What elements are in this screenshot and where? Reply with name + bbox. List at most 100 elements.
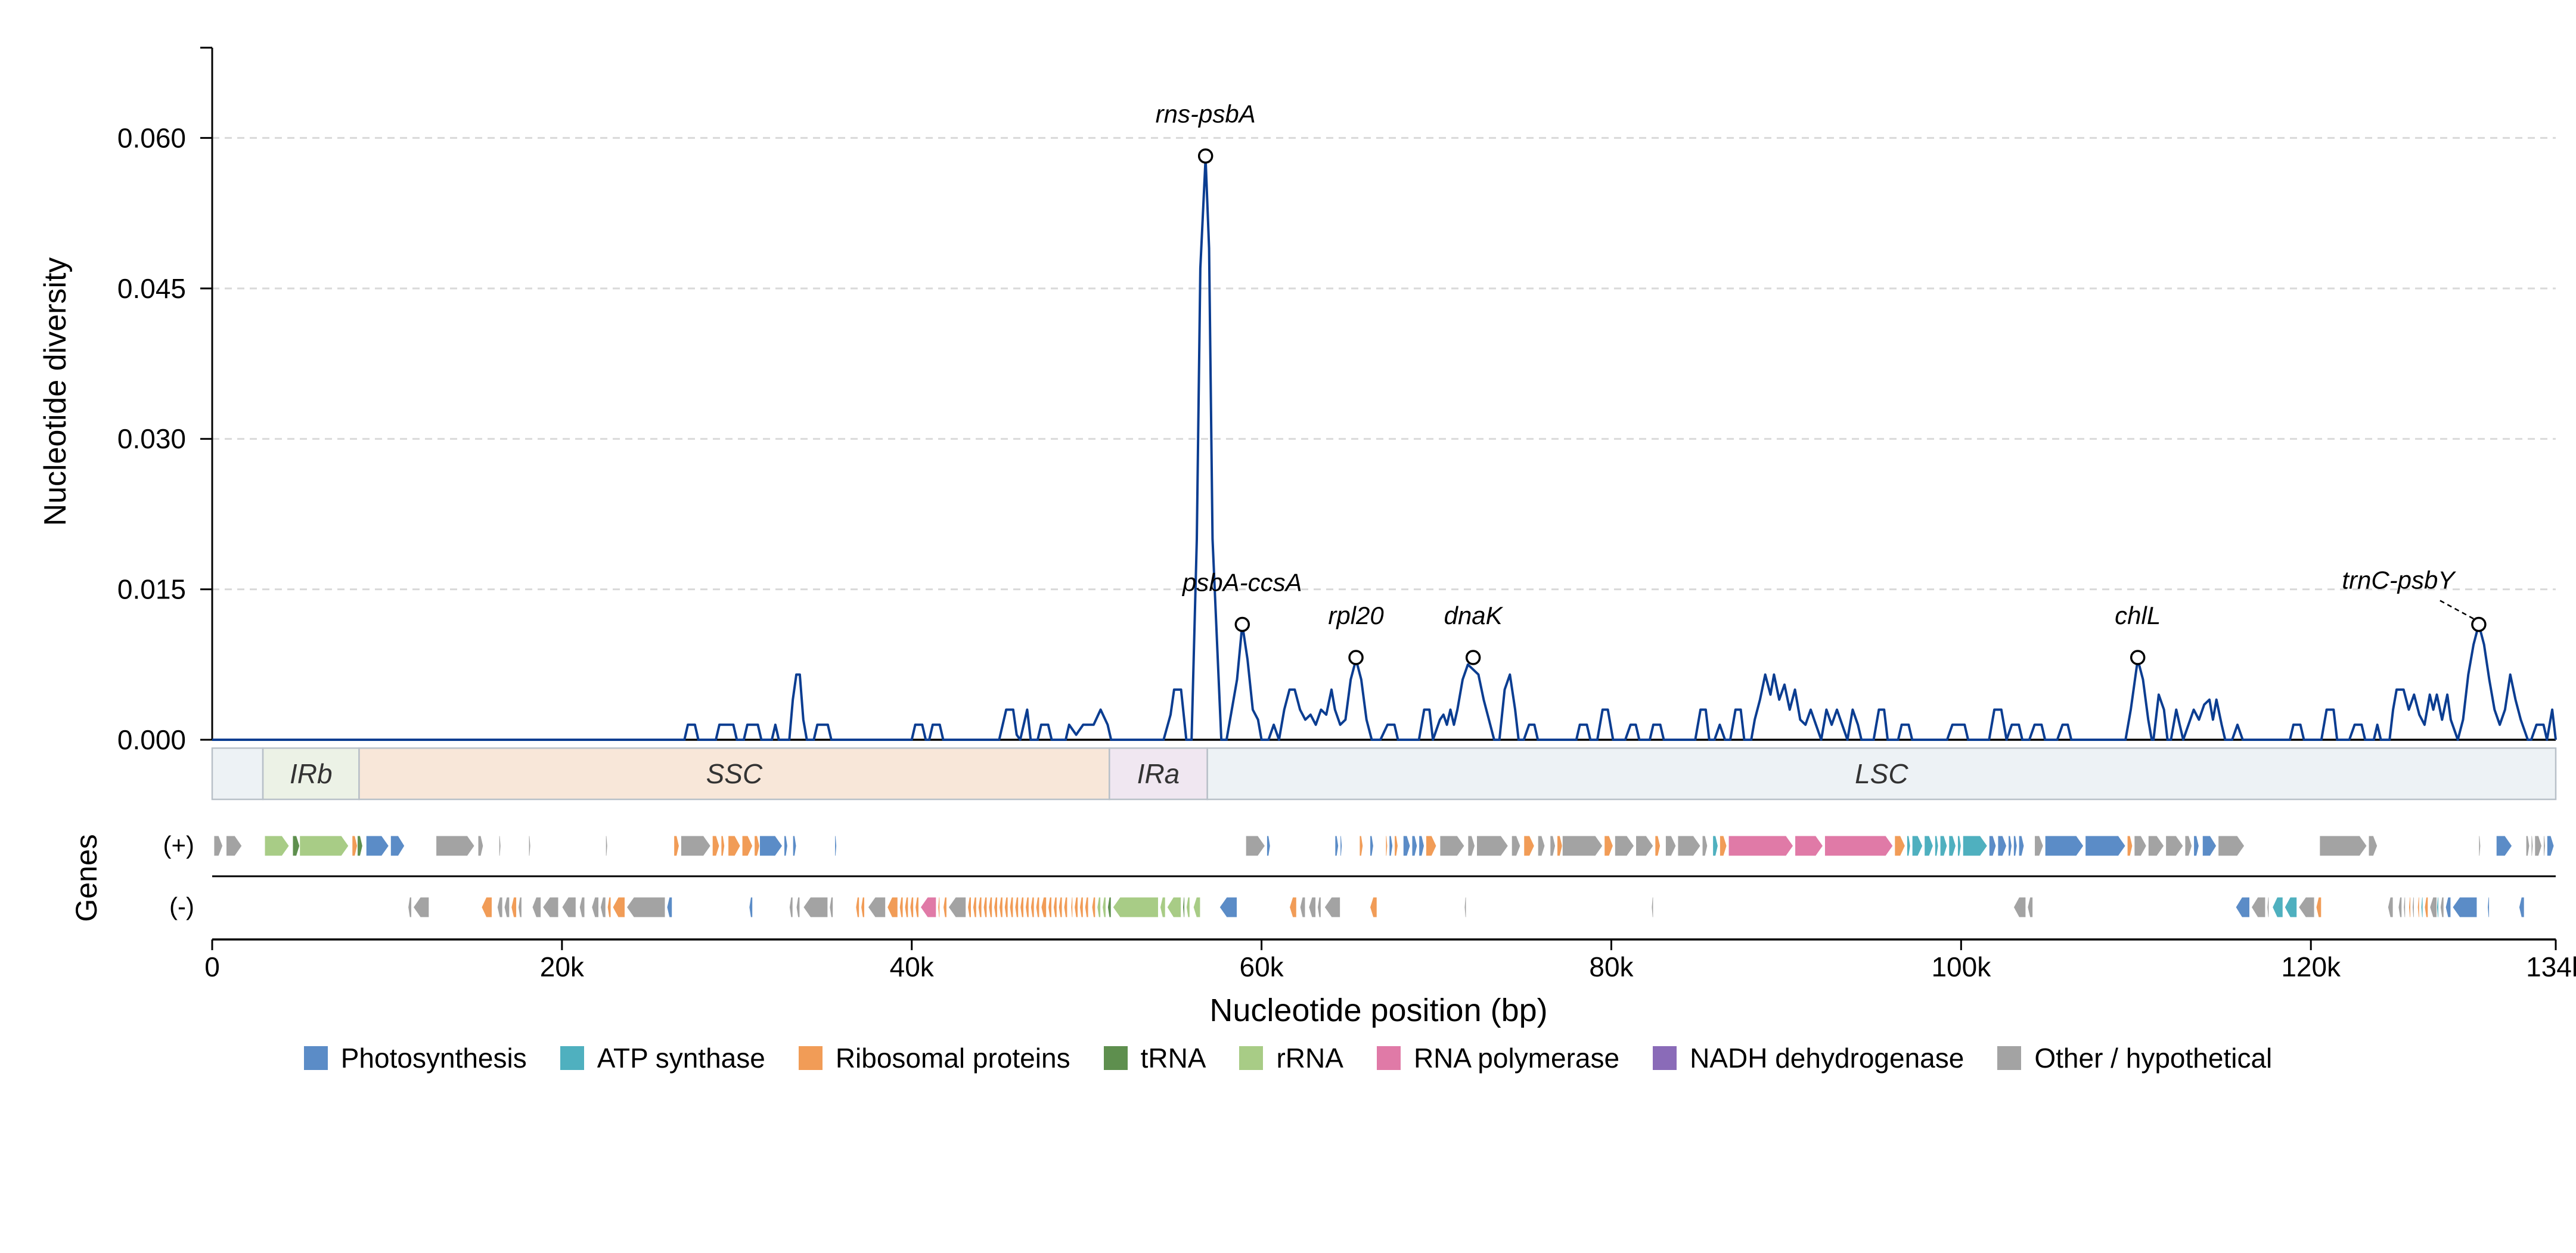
region-label: IRb: [290, 758, 333, 789]
gene-plus-strand: [2319, 835, 2367, 857]
gene-plus-strand: [2368, 835, 2378, 857]
gene-plus-strand: [1665, 835, 1677, 857]
legend-item: RNA polymerase: [1376, 1042, 1619, 1074]
gene-plus-strand: [477, 835, 484, 857]
x-tick-label: 60k: [1240, 951, 1284, 982]
gene-plus-strand: [2184, 835, 2193, 857]
gene-minus-strand: [972, 897, 977, 918]
gene-minus-strand: [1299, 897, 1306, 918]
gene-minus-strand: [2429, 897, 2437, 918]
gene-minus-strand: [2445, 897, 2451, 918]
x-tick-label: 20k: [540, 951, 585, 982]
gene-plus-strand: [1939, 835, 1948, 857]
gene-plus-strand: [1614, 835, 1635, 857]
gene-minus-strand: [2387, 897, 2394, 918]
gene-track: [212, 835, 2556, 918]
gene-minus-strand: [803, 897, 828, 918]
y-tick-label: 0.000: [117, 724, 186, 755]
gene-minus-strand: [861, 897, 865, 918]
diversity-line-group: [212, 157, 2557, 741]
gene-plus-strand: [1911, 835, 1923, 857]
gene-plus-strand: [1411, 835, 1418, 857]
gene-plus-strand: [2127, 835, 2133, 857]
gene-plus-strand: [1550, 835, 1556, 857]
x-tick-label: 120k: [2281, 951, 2341, 982]
gene-minus-strand: [518, 897, 522, 918]
legend-item: ATP synthase: [560, 1042, 765, 1074]
gene-minus-strand: [994, 897, 998, 918]
gene-plus-strand: [2496, 835, 2513, 857]
gene-plus-strand: [1419, 835, 1425, 857]
gene-plus-strand: [2534, 835, 2543, 857]
gene-plus-strand: [1906, 835, 1911, 857]
gene-plus-strand: [292, 835, 300, 857]
legend-swatch: [1653, 1046, 1677, 1070]
gene-plus-strand: [1389, 835, 1393, 857]
peak-label: rpl20: [1328, 601, 1384, 629]
region-block: [211, 747, 264, 801]
gene-plus-strand: [1604, 835, 1613, 857]
gene-minus-strand: [2409, 897, 2411, 918]
peak-label: psbA-ccsA: [1181, 569, 1302, 597]
gene-minus-strand: [943, 897, 947, 918]
gene-minus-strand: [829, 897, 834, 918]
gene-plus-strand: [365, 835, 389, 857]
legend-swatch: [798, 1046, 823, 1070]
gene-minus-strand: [915, 897, 919, 918]
gene-plus-strand: [213, 835, 224, 857]
gene-plus-strand: [225, 835, 243, 857]
gene-plus-strand: [498, 835, 501, 857]
x-axis-label: Nucleotide position (bp): [1209, 993, 1547, 1028]
gene-minus-strand: [1185, 897, 1190, 918]
gene-plus-strand: [1467, 835, 1476, 857]
legend-label: Photosynthesis: [340, 1043, 527, 1074]
gene-minus-strand: [988, 897, 993, 918]
peak-marker: [2130, 650, 2146, 665]
legend-item: Ribosomal proteins: [798, 1042, 1070, 1074]
gene-plus-strand: [1712, 835, 1718, 857]
gene-plus-strand: [1340, 835, 1343, 857]
gene-minus-strand: [1041, 897, 1047, 918]
gene-minus-strand: [2398, 897, 2403, 918]
gene-plus-strand: [1266, 835, 1271, 857]
gene-minus-strand: [948, 897, 967, 918]
gene-minus-strand: [1183, 897, 1185, 918]
gene-plus-strand: [2018, 835, 2025, 857]
gene-minus-strand: [612, 897, 625, 918]
gene-minus-strand: [920, 897, 937, 918]
legend: Photosynthesis ATP synthase Ribosomal prot…: [0, 1042, 2576, 1074]
legend-label: NADH dehydrogenase: [1690, 1043, 1964, 1074]
x-tick-label: 100k: [1931, 951, 1991, 982]
region-label: IRa: [1137, 758, 1180, 789]
gene-plus-strand: [2546, 835, 2555, 857]
gene-plus-strand: [721, 835, 725, 857]
gene-minus-strand: [887, 897, 898, 918]
gene-plus-strand: [2013, 835, 2018, 857]
gene-minus-strand: [1159, 897, 1166, 918]
gene-plus-strand: [2147, 835, 2165, 857]
gene-minus-strand: [2440, 897, 2444, 918]
region-block: [358, 747, 1110, 801]
gene-plus-strand: [680, 835, 711, 857]
peak-label: chlL: [2115, 601, 2161, 629]
gene-minus-strand: [1370, 897, 1377, 918]
y-tick-label: 0.060: [117, 122, 186, 153]
legend-label: tRNA: [1140, 1043, 1206, 1074]
peak-marker: [2471, 616, 2487, 632]
gene-minus-strand: [561, 897, 576, 918]
gene-minus-strand: [1324, 897, 1341, 918]
gene-minus-strand: [1317, 897, 1321, 918]
legend-item: tRNA: [1103, 1042, 1206, 1074]
gene-plus-strand: [390, 835, 405, 857]
gene-plus-strand: [674, 835, 679, 857]
gene-minus-strand: [1070, 897, 1073, 918]
peak-marker: [1348, 650, 1364, 665]
gene-minus-strand: [1030, 897, 1035, 918]
peak-leader-line: [2440, 600, 2476, 621]
gene-minus-strand: [1014, 897, 1019, 918]
legend-label: Other / hypothetical: [2034, 1043, 2273, 1074]
peak-label: dnaK: [1444, 601, 1504, 629]
gene-minus-strand: [1097, 897, 1101, 918]
gene-minus-strand: [1112, 897, 1159, 918]
gene-minus-strand: [796, 897, 800, 918]
